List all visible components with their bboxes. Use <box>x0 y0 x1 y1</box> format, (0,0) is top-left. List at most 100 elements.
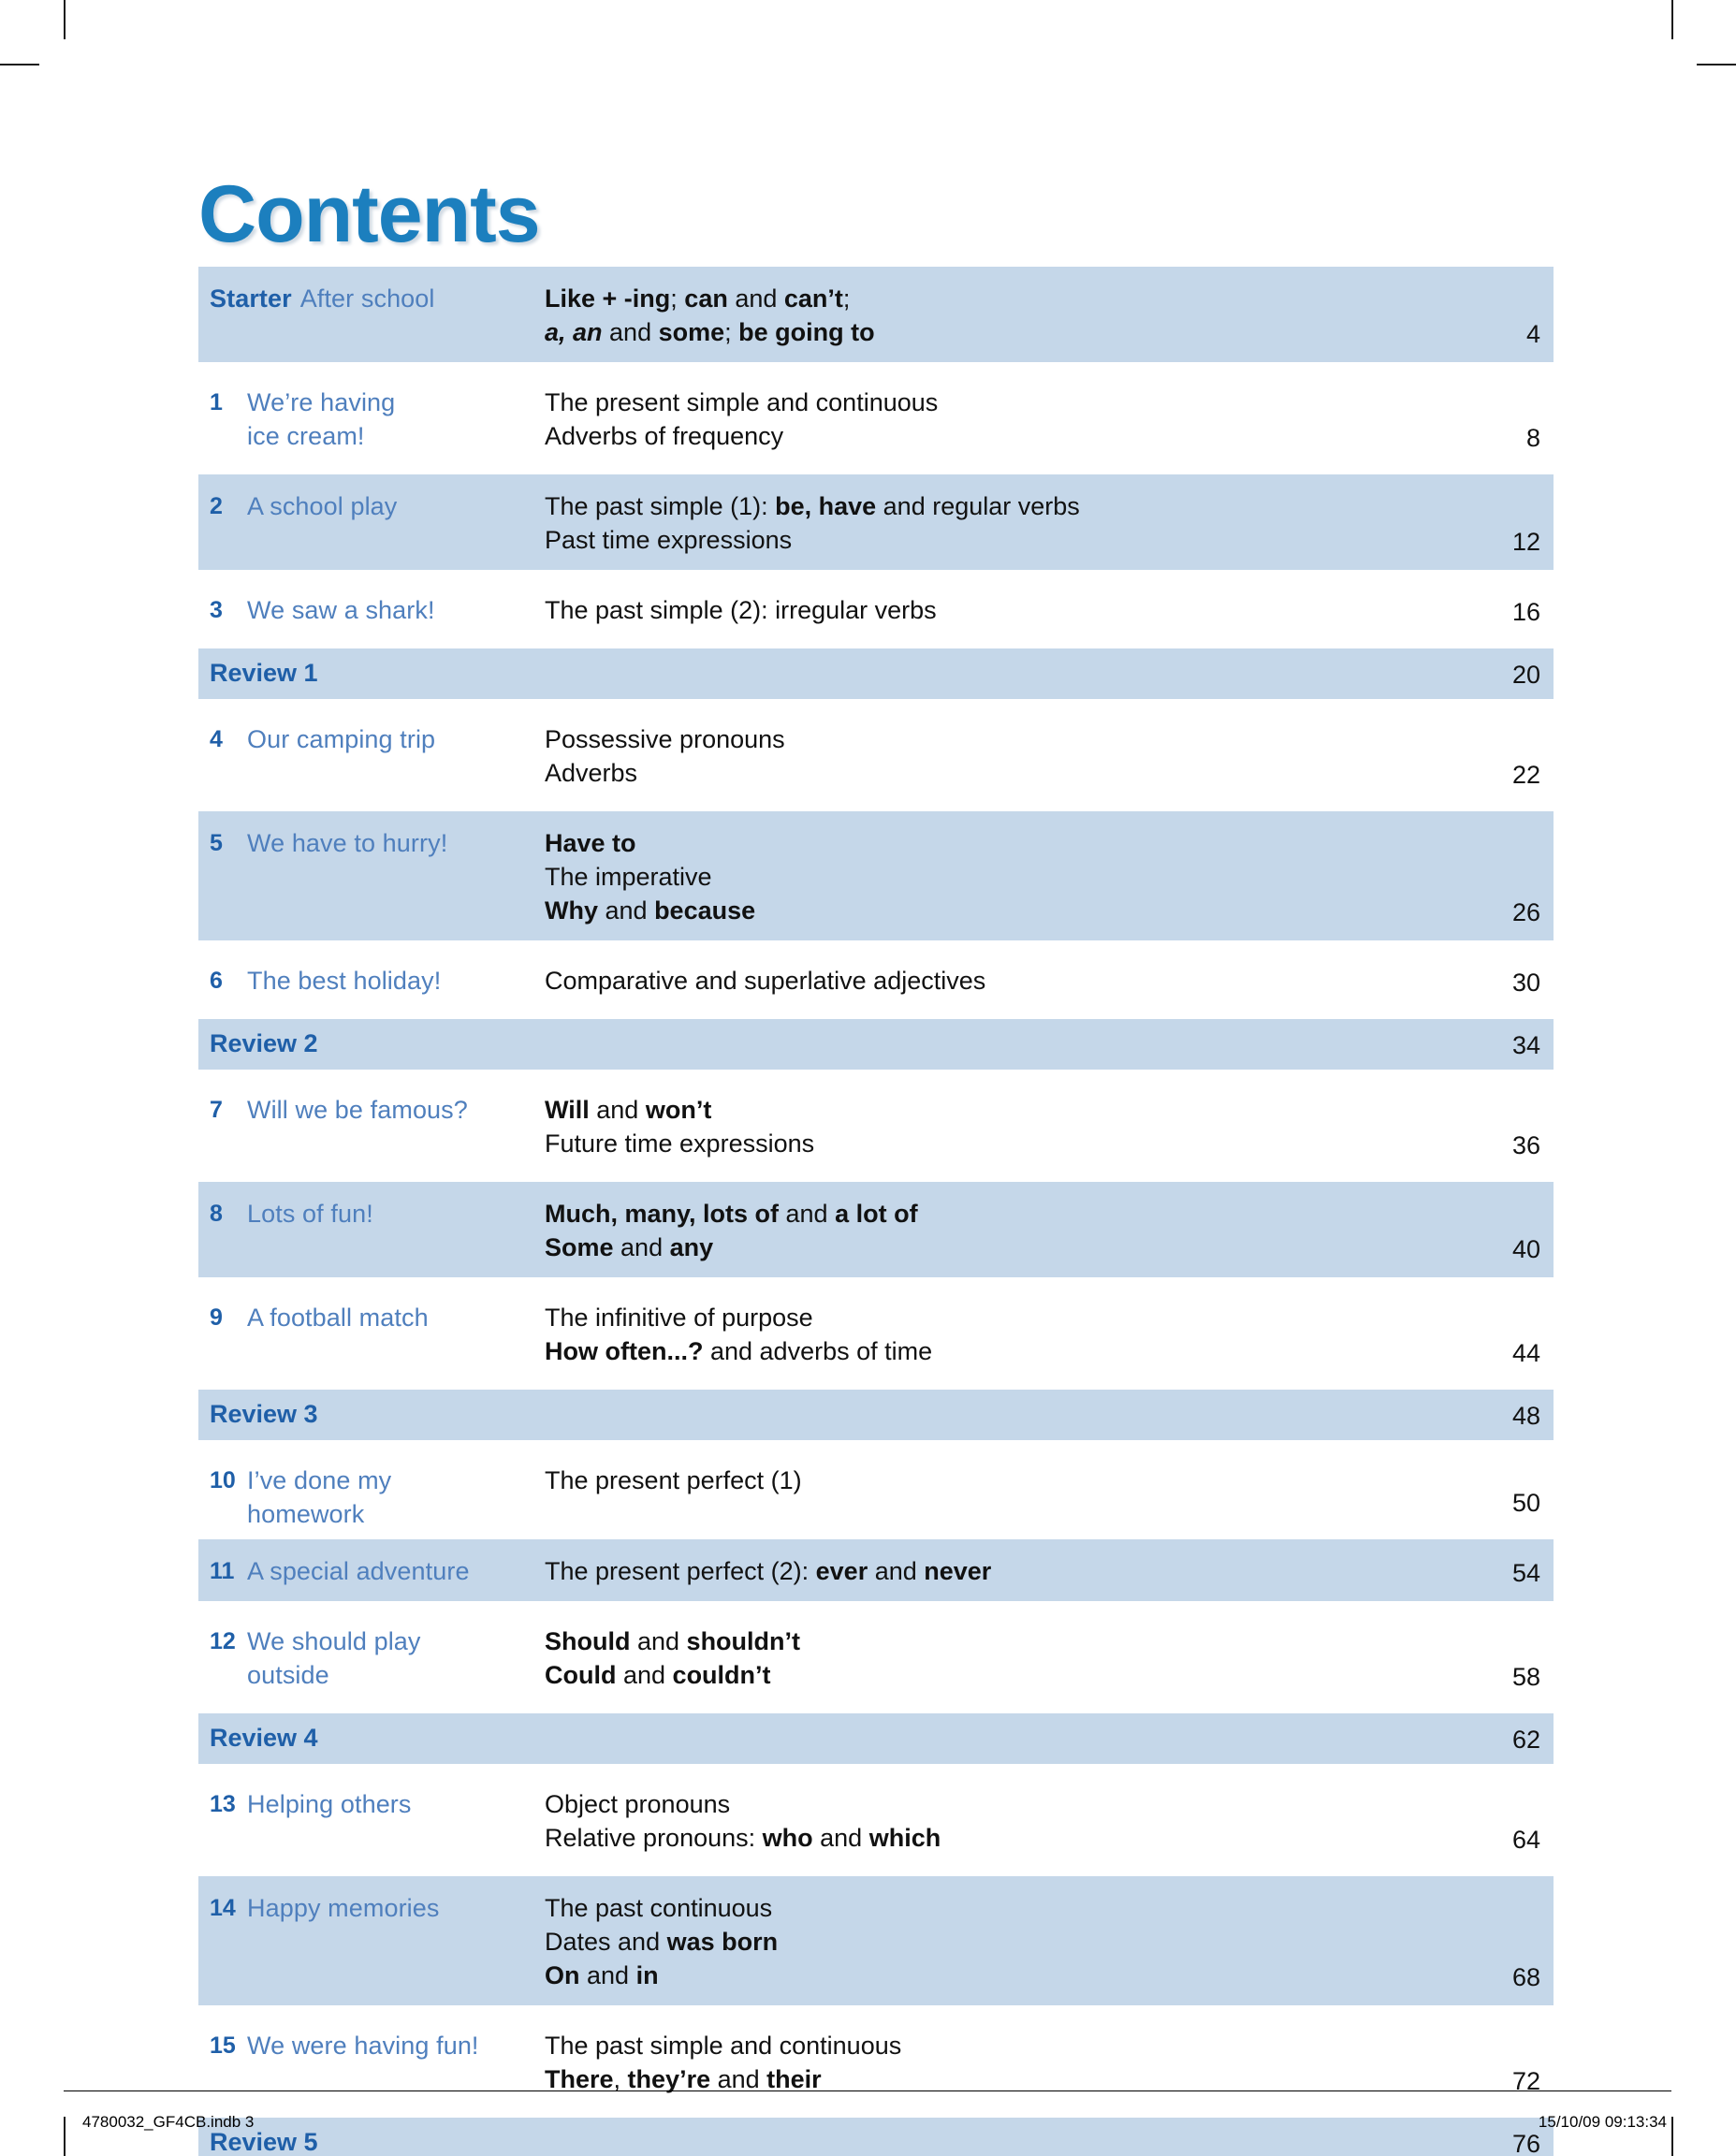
unit-title-line: I’ve done my <box>247 1466 392 1494</box>
toc-row-unit[interactable]: 8 Lots of fun! Much, many, lots of and a l… <box>198 1182 1554 1277</box>
unit-number: 11 <box>210 1558 235 1584</box>
unit-title: Lots of fun! <box>247 1182 545 1277</box>
unit-title: A school play <box>247 474 545 570</box>
unit-number: 4 <box>210 726 223 752</box>
unit-title-line: We were having fun! <box>247 2032 479 2060</box>
page-number: 36 <box>1511 1131 1540 1159</box>
unit-title-line: outside <box>247 1661 329 1689</box>
toc-row-section[interactable]: Review 5 76 <box>198 2118 1554 2156</box>
row-spacer <box>198 362 1554 371</box>
page-title: Contents <box>198 168 541 259</box>
grammar-line: The present perfect (1) <box>545 1466 802 1494</box>
unit-number: 8 <box>210 1201 223 1227</box>
page-number: 26 <box>1511 898 1540 926</box>
unit-number: 5 <box>210 830 223 856</box>
unit-title: Starter After school <box>198 267 545 362</box>
toc-row-section[interactable]: Review 3 48 <box>198 1390 1554 1440</box>
grammar-cell: Will and won’t Future time expressions <box>545 1078 1441 1173</box>
grammar-cell: The past simple and continuous There, the… <box>545 2014 1441 2109</box>
toc-row-unit[interactable]: 3 We saw a shark! The past simple (2): irr… <box>198 578 1554 640</box>
page-number: 64 <box>1511 1826 1540 1854</box>
toc-row-unit[interactable]: 9 A football match The infinitive of purpo… <box>198 1286 1554 1381</box>
toc-row-starter[interactable]: Starter After school Like + -ing; can and … <box>198 267 1554 362</box>
grammar-line: Could and couldn’t <box>545 1661 771 1689</box>
unit-title-line: A school play <box>247 492 398 520</box>
unit-title-line: A football match <box>247 1304 429 1332</box>
unit-title-line: homework <box>247 1500 365 1528</box>
row-spacer <box>198 2005 1554 2014</box>
grammar-line: On and in <box>545 1961 659 1989</box>
section-label: Review 3 <box>210 1400 318 1428</box>
toc-row-section[interactable]: Review 4 62 <box>198 1713 1554 1764</box>
row-spacer <box>198 1868 1554 1876</box>
toc-row-unit[interactable]: 12 We should play outside Should and should… <box>198 1610 1554 1705</box>
unit-number: 2 <box>210 493 223 519</box>
toc-row-section[interactable]: Review 2 34 <box>198 1019 1554 1070</box>
toc-row-unit[interactable]: 10 I’ve done my homework The present perfec… <box>198 1449 1554 1531</box>
unit-title: We were having fun! <box>247 2014 545 2109</box>
grammar-cell: Should and shouldn’t Could and couldn’t <box>545 1610 1441 1705</box>
unit-number: 12 <box>210 1628 236 1654</box>
grammar-line: a, an and some; be going to <box>545 318 875 346</box>
grammar-cell: The past continuous Dates and was born On … <box>545 1876 1441 2005</box>
page-number: 76 <box>1511 2130 1540 2156</box>
row-spacer <box>198 699 1554 707</box>
unit-title: A football match <box>247 1286 545 1381</box>
grammar-line: Should and shouldn’t <box>545 1627 801 1655</box>
page-number: 68 <box>1511 1963 1540 1991</box>
page-number: 44 <box>1511 1339 1540 1367</box>
unit-title-line: We’re having <box>247 388 396 416</box>
page-number: 22 <box>1511 761 1540 789</box>
toc-row-unit[interactable]: 11 A special adventure The present perfect… <box>198 1539 1554 1601</box>
section-label: Review 4 <box>210 1724 318 1752</box>
page-number: 54 <box>1511 1559 1540 1587</box>
unit-title: I’ve done my homework <box>247 1449 545 1531</box>
toc-row-unit[interactable]: 14 Happy memories The past continuous Dates… <box>198 1876 1554 2005</box>
grammar-line: Why and because <box>545 896 756 925</box>
grammar-line: Much, many, lots of and a lot of <box>545 1200 918 1228</box>
toc-row-unit[interactable]: 6 The best holiday! Comparative and superl… <box>198 949 1554 1011</box>
grammar-cell: Comparative and superlative adjectives <box>545 949 1441 1011</box>
page-number: 58 <box>1511 1663 1540 1691</box>
grammar-cell: Possessive pronouns Adverbs <box>545 707 1441 803</box>
toc-row-unit[interactable]: 15 We were having fun! The past simple and… <box>198 2014 1554 2109</box>
grammar-line: Adverbs <box>545 759 638 787</box>
page-number: 62 <box>1511 1726 1540 1754</box>
crop-mark-bottom-right-vertical <box>1671 2117 1673 2156</box>
grammar-line: Past time expressions <box>545 526 793 554</box>
row-spacer <box>198 1440 1554 1449</box>
grammar-cell: The present perfect (2): ever and never <box>545 1539 1441 1601</box>
unit-title-line: We saw a shark! <box>247 596 435 624</box>
unit-number: 14 <box>210 1895 236 1921</box>
grammar-cell: The present simple and continuous Adverbs… <box>545 371 1441 466</box>
unit-title: The best holiday! <box>247 949 545 1011</box>
toc-row-unit[interactable]: 2 A school play The past simple (1): be, h… <box>198 474 1554 570</box>
toc-row-unit[interactable]: 5 We have to hurry! Have to The imperative W… <box>198 811 1554 940</box>
grammar-line: The past simple (2): irregular verbs <box>545 596 937 624</box>
grammar-line: Adverbs of frequency <box>545 422 784 450</box>
grammar-line: Future time expressions <box>545 1129 815 1158</box>
crop-mark-top-left-vertical <box>64 0 66 39</box>
section-label: Review 2 <box>210 1029 318 1057</box>
toc-row-unit[interactable]: 13 Helping others Object pronouns Relative … <box>198 1772 1554 1868</box>
grammar-line: Comparative and superlative adjectives <box>545 967 986 995</box>
unit-title: Will we be famous? <box>247 1078 545 1173</box>
grammar-cell: The past simple (2): irregular verbs <box>545 578 1441 640</box>
row-spacer <box>198 1531 1554 1539</box>
unit-number: 7 <box>210 1097 223 1123</box>
row-spacer <box>198 1705 1554 1713</box>
page-number: 12 <box>1511 528 1540 556</box>
toc-row-unit[interactable]: 1 We’re having ice cream! The present simpl… <box>198 371 1554 466</box>
toc-row-section[interactable]: Review 1 20 <box>198 648 1554 699</box>
crop-mark-top-right-vertical <box>1671 0 1673 39</box>
grammar-cell: The past simple (1): be, have and regula… <box>545 474 1441 570</box>
page-number: 8 <box>1525 424 1540 452</box>
row-spacer <box>198 1070 1554 1078</box>
grammar-line: The infinitive of purpose <box>545 1304 813 1332</box>
toc-row-unit[interactable]: 4 Our camping trip Possessive pronouns Adve… <box>198 707 1554 803</box>
unit-title-line: Our camping trip <box>247 725 436 753</box>
toc-row-unit[interactable]: 7 Will we be famous? Will and won’t Future … <box>198 1078 1554 1173</box>
grammar-line: Relative pronouns: who and which <box>545 1824 941 1852</box>
unit-number: 3 <box>210 597 223 623</box>
grammar-line: The present simple and continuous <box>545 388 939 416</box>
